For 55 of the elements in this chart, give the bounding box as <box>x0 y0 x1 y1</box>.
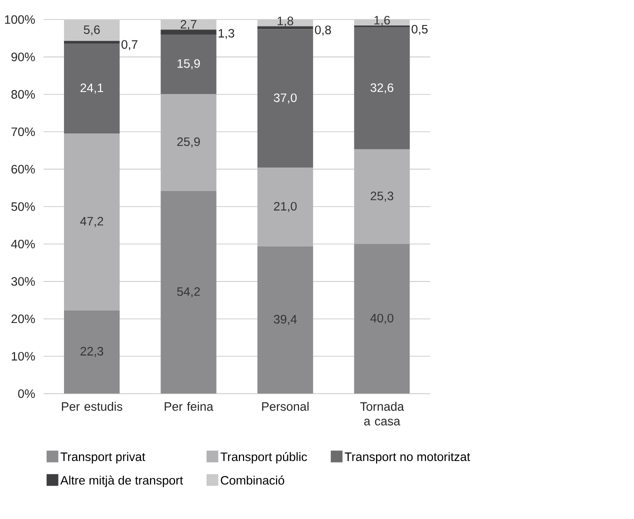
x-tick-label: Personal <box>262 402 309 411</box>
y-tick-label: 50% <box>11 202 35 212</box>
legend-label: Transport no motoritzat <box>344 452 470 464</box>
bar <box>354 244 410 394</box>
legend-label: Altre mitjà de transport <box>60 476 184 488</box>
data-label: 25,9 <box>177 138 200 148</box>
x-tick-label: Per estudis <box>62 402 122 411</box>
y-tick-label: 70% <box>11 128 35 136</box>
data-label: 2,7 <box>180 20 196 30</box>
bar <box>160 34 216 94</box>
data-label: 24,1 <box>80 84 104 94</box>
data-label: 1,6 <box>374 16 390 26</box>
data-label: 22,3 <box>80 347 104 358</box>
data-label: 0,8 <box>314 26 331 36</box>
y-tick-label: 10% <box>12 352 35 361</box>
x-tick-label: Tornada a casa <box>360 402 404 426</box>
bar <box>64 310 120 394</box>
bar <box>64 41 120 44</box>
data-label: 1,8 <box>278 16 294 27</box>
bar <box>354 150 410 244</box>
data-label: 54,2 <box>177 287 200 298</box>
y-tick-label: 100% <box>5 15 35 24</box>
data-label: 5,6 <box>84 25 100 36</box>
data-label: 15,9 <box>178 59 200 70</box>
y-tick-label: 90% <box>11 52 35 62</box>
y-tick-label: 20% <box>11 314 35 324</box>
data-label: 0,7 <box>122 40 138 50</box>
bar <box>160 94 216 192</box>
y-tick-label: 0% <box>18 390 35 398</box>
legend-label: Combinació <box>220 476 284 485</box>
bar <box>64 44 120 134</box>
bar <box>257 26 314 30</box>
bar <box>257 29 314 168</box>
bar <box>257 168 314 246</box>
y-tick-label: 40% <box>11 240 35 248</box>
bar <box>354 28 410 150</box>
data-label: 1,3 <box>218 29 234 40</box>
bar <box>160 191 216 394</box>
y-tick-label: 30% <box>11 277 35 286</box>
data-label: 39,4 <box>274 315 297 326</box>
data-label: 25,3 <box>370 192 394 202</box>
data-label: 47,2 <box>80 217 104 228</box>
y-tick-label: 80% <box>11 90 35 99</box>
data-label: 40,0 <box>370 314 394 324</box>
x-tick-label: Per feina <box>164 402 214 411</box>
data-label: 32,6 <box>370 83 394 94</box>
data-label: 0,5 <box>412 24 428 36</box>
legend-label: Transport públic <box>220 452 307 464</box>
data-label: 37,0 <box>274 94 297 104</box>
bar <box>257 246 314 394</box>
bar <box>160 30 216 35</box>
data-label: 21,0 <box>274 202 297 212</box>
bar <box>64 134 120 310</box>
legend-label: Transport privat <box>60 452 146 464</box>
y-tick-label: 60% <box>11 165 35 174</box>
